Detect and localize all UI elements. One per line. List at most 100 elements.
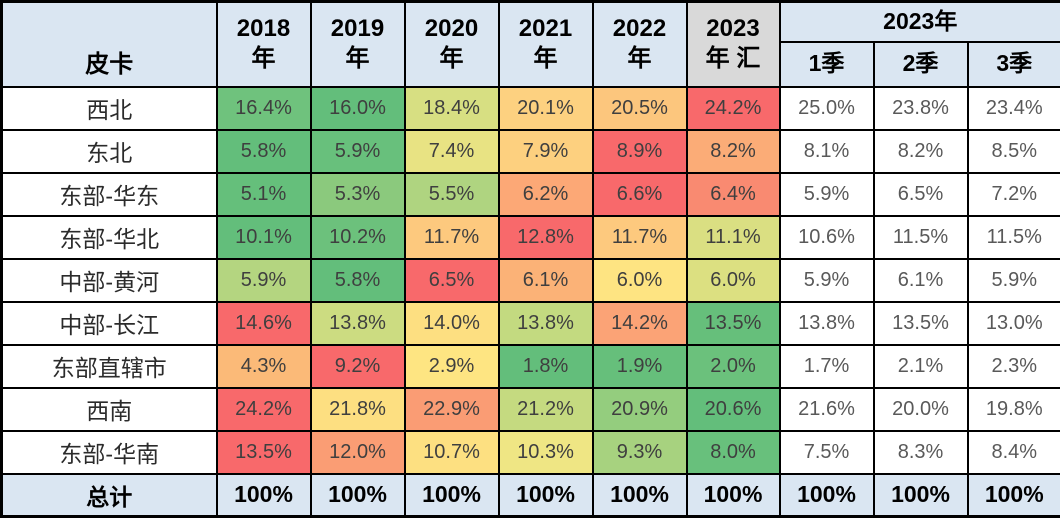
quarter-share-cell: 13.8% xyxy=(778,300,875,346)
share-cell: 12.0% xyxy=(309,429,406,475)
region-label: 东部直辖市 xyxy=(0,343,218,389)
total-label: 总计 xyxy=(0,472,218,518)
share-cell: 2.0% xyxy=(685,343,781,389)
region-label: 西南 xyxy=(0,386,218,432)
share-cell: 11.7% xyxy=(591,214,688,260)
quarter-share-cell: 19.8% xyxy=(966,386,1060,432)
year-label-line2: 年 xyxy=(533,45,558,73)
share-cell: 7.9% xyxy=(497,128,594,174)
share-cell: 14.0% xyxy=(403,300,500,346)
share-cell: 14.2% xyxy=(591,300,688,346)
year-label-line1: 2020 xyxy=(424,15,479,43)
quarter-share-cell: 2.3% xyxy=(966,343,1060,389)
table-row: 东部-华南 13.5% 12.0% 10.7% 10.3% 9.3% 8.0% 7.5% 8.3… xyxy=(0,429,1060,475)
column-group-header-2023: 2023年 xyxy=(778,0,1060,43)
year-label-line2: 年 xyxy=(439,45,464,73)
year-label-line1: 2022 xyxy=(612,15,667,43)
quarter-share-cell: 8.2% xyxy=(872,128,969,174)
share-cell: 7.4% xyxy=(403,128,500,174)
quarter-share-cell: 2.1% xyxy=(872,343,969,389)
column-header-q3: 3季 xyxy=(966,40,1060,88)
share-cell: 16.0% xyxy=(309,85,406,131)
year-label-line2: 年 汇 xyxy=(705,45,761,73)
quarter-share-cell: 23.4% xyxy=(966,85,1060,131)
region-label: 西北 xyxy=(0,85,218,131)
quarter-share-cell: 23.8% xyxy=(872,85,969,131)
share-cell: 5.8% xyxy=(215,128,312,174)
share-cell: 21.8% xyxy=(309,386,406,432)
quarter-share-cell: 6.1% xyxy=(872,257,969,303)
column-header-2019: 2019 年 xyxy=(309,0,406,88)
share-cell: 10.2% xyxy=(309,214,406,260)
total-row: 总计 100% 100% 100% 100% 100% 100% 100% 100% 100% xyxy=(0,472,1060,518)
share-cell: 20.9% xyxy=(591,386,688,432)
share-cell: 24.2% xyxy=(685,85,781,131)
share-cell: 13.5% xyxy=(215,429,312,475)
share-cell: 11.1% xyxy=(685,214,781,260)
region-label: 东部-华东 xyxy=(0,171,218,217)
share-cell: 8.2% xyxy=(685,128,781,174)
share-cell: 1.8% xyxy=(497,343,594,389)
header-row-top: 皮卡 2018 年 2019 年 2020 年 2021 年 2022 年 xyxy=(0,0,1060,88)
table-row: 中部-黄河 5.9% 5.8% 6.5% 6.1% 6.0% 6.0% 5.9% 6.1% 5.9… xyxy=(0,257,1060,303)
table-row: 东部-华东 5.1% 5.3% 5.5% 6.2% 6.6% 6.4% 5.9% 6.5% 7.2… xyxy=(0,171,1060,217)
share-cell: 5.3% xyxy=(309,171,406,217)
table-row: 东部直辖市 4.3% 9.2% 2.9% 1.8% 1.9% 2.0% 1.7% 2.1% 2.3… xyxy=(0,343,1060,389)
quarter-share-cell: 21.6% xyxy=(778,386,875,432)
column-header-2020: 2020 年 xyxy=(403,0,500,88)
quarter-share-cell: 6.5% xyxy=(872,171,969,217)
share-cell: 6.0% xyxy=(685,257,781,303)
column-header-2023-total: 2023 年 汇 xyxy=(685,0,781,88)
share-cell: 20.5% xyxy=(591,85,688,131)
quarter-share-cell: 7.5% xyxy=(778,429,875,475)
header-row-quarters: 1季 2季 3季 xyxy=(2,40,1060,88)
quarter-share-cell: 7.2% xyxy=(966,171,1060,217)
share-cell: 14.6% xyxy=(215,300,312,346)
region-label: 东部-华南 xyxy=(0,429,218,475)
total-value-cell: 100% xyxy=(872,472,969,518)
quarter-share-cell: 5.9% xyxy=(966,257,1060,303)
region-label: 中部-黄河 xyxy=(0,257,218,303)
quarter-share-cell: 13.0% xyxy=(966,300,1060,346)
share-cell: 6.6% xyxy=(591,171,688,217)
share-cell: 6.4% xyxy=(685,171,781,217)
share-cell: 5.5% xyxy=(403,171,500,217)
column-header-2021: 2021 年 xyxy=(497,0,594,88)
share-cell: 9.3% xyxy=(591,429,688,475)
year-label-line1: 2023 xyxy=(706,15,760,43)
share-cell: 8.0% xyxy=(685,429,781,475)
quarter-share-cell: 13.5% xyxy=(872,300,969,346)
share-cell: 18.4% xyxy=(403,85,500,131)
quarter-share-cell: 25.0% xyxy=(778,85,875,131)
quarter-share-cell: 11.5% xyxy=(966,214,1060,260)
share-cell: 6.2% xyxy=(497,171,594,217)
region-label: 中部-长江 xyxy=(0,300,218,346)
share-cell: 11.7% xyxy=(403,214,500,260)
share-cell: 1.9% xyxy=(591,343,688,389)
table-corner-label: 皮卡 xyxy=(0,0,218,88)
total-value-cell: 100% xyxy=(966,472,1060,518)
column-header-q1: 1季 xyxy=(778,40,875,88)
share-cell: 21.2% xyxy=(497,386,594,432)
quarter-share-cell: 8.3% xyxy=(872,429,969,475)
quarter-share-cell: 5.9% xyxy=(778,171,875,217)
share-cell: 20.6% xyxy=(685,386,781,432)
column-header-2022: 2022 年 xyxy=(591,0,688,88)
share-cell: 2.9% xyxy=(403,343,500,389)
share-cell: 5.8% xyxy=(309,257,406,303)
share-cell: 6.1% xyxy=(497,257,594,303)
quarter-share-cell: 1.7% xyxy=(778,343,875,389)
share-cell: 10.3% xyxy=(497,429,594,475)
table-row: 西北 16.4% 16.0% 18.4% 20.1% 20.5% 24.2% 25.0% 23.… xyxy=(0,85,1060,131)
share-cell: 16.4% xyxy=(215,85,312,131)
share-cell: 5.9% xyxy=(309,128,406,174)
share-cell: 8.9% xyxy=(591,128,688,174)
year-label-line2: 年 xyxy=(345,45,370,73)
share-cell: 22.9% xyxy=(403,386,500,432)
table-row: 东北 5.8% 5.9% 7.4% 7.9% 8.9% 8.2% 8.1% 8.2% 8.5% xyxy=(0,128,1060,174)
table-row: 西南 24.2% 21.8% 22.9% 21.2% 20.9% 20.6% 21.6% 20.… xyxy=(0,386,1060,432)
quarter-share-cell: 11.5% xyxy=(872,214,969,260)
quarter-share-cell: 8.4% xyxy=(966,429,1060,475)
total-value-cell: 100% xyxy=(403,472,500,518)
quarter-share-cell: 20.0% xyxy=(872,386,969,432)
